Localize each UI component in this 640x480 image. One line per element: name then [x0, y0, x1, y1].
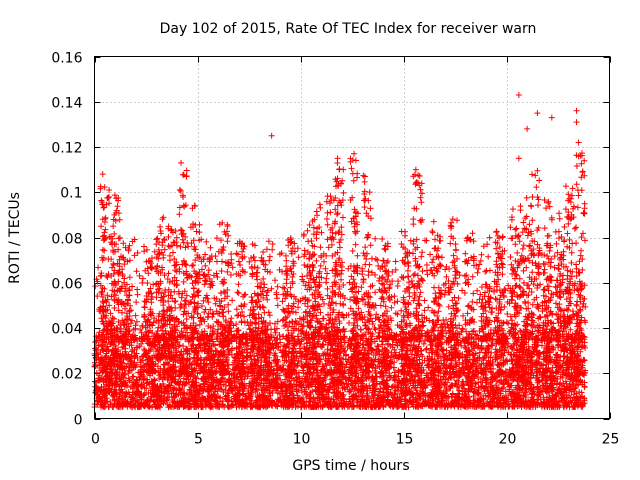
data-point: [253, 386, 260, 393]
data-point: [176, 387, 183, 394]
data-point: [180, 343, 187, 350]
y-tick-label: 0.1: [60, 186, 82, 202]
grid: [94, 56, 610, 419]
data-point: [272, 329, 279, 336]
data-point: [392, 387, 399, 394]
x-tick-label: 20: [499, 432, 517, 448]
data-point: [488, 385, 495, 392]
data-point: [178, 328, 185, 335]
x-tick-label: 5: [194, 432, 203, 448]
data-point: [371, 381, 378, 388]
chart-title: Day 102 of 2015, Rate Of TEC Index for r…: [160, 21, 537, 37]
x-tick-label: 25: [602, 432, 620, 448]
data-point: [230, 375, 237, 382]
y-tick-label: 0.12: [51, 141, 82, 157]
data-point: [394, 342, 401, 349]
data-point: [129, 373, 136, 380]
data-points: [91, 91, 589, 411]
y-tick-label: 0.16: [51, 51, 82, 67]
y-tick-label: 0.14: [51, 96, 82, 112]
data-point: [95, 342, 102, 349]
data-point: [124, 360, 131, 367]
x-tick-label: 0: [91, 432, 100, 448]
axis-ticks: [94, 56, 611, 420]
data-point: [331, 321, 338, 328]
data-point: [212, 342, 219, 349]
data-point: [271, 352, 278, 359]
data-point: [369, 364, 376, 371]
x-tick-labels: 0 5 10 15 20 25: [91, 432, 619, 448]
x-tick-label: 10: [293, 432, 311, 448]
y-tick-labels: 0 0.02 0.04 0.06 0.08 0.1 0.12 0.14 0.16: [51, 51, 82, 429]
y-tick-label: 0: [74, 413, 83, 429]
data-point: [183, 380, 190, 387]
data-point: [514, 338, 521, 345]
data-point: [298, 358, 305, 365]
y-tick-label: 0.08: [51, 232, 82, 248]
x-tick-label: 15: [396, 432, 414, 448]
y-tick-label: 0.02: [51, 367, 82, 383]
data-point: [127, 394, 134, 401]
data-point: [130, 373, 137, 380]
y-tick-label: 0.06: [51, 277, 82, 293]
data-point: [346, 320, 353, 327]
y-tick-label: 0.04: [51, 322, 82, 338]
